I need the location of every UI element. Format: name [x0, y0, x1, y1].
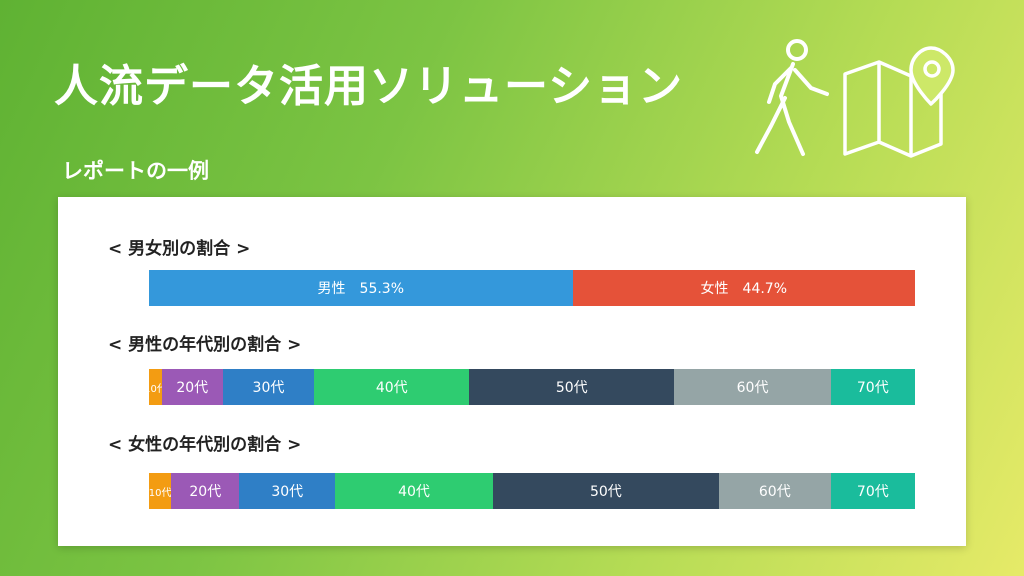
bar-segment-1-0: 10代 [149, 369, 163, 405]
segment-label: 60代 [736, 380, 769, 396]
segment-label: 男性 55.3% [317, 281, 405, 297]
segment-label: 30代 [252, 380, 285, 396]
bar-segment-2-2: 30代 [239, 473, 336, 509]
page-subtitle: レポートの一例 [62, 159, 209, 183]
bar-segment-2-3: 40代 [335, 473, 493, 509]
bar-segment-1-5: 60代 [674, 369, 831, 405]
segment-label: 50代 [555, 380, 588, 396]
bar-segment-0-0: 男性 55.3% [149, 270, 573, 306]
report-card: < 男女別の割合 > 男性 55.3% 女性 44.7% < 男性の年代別の割合 … [58, 197, 966, 546]
header-icons [745, 36, 995, 165]
segment-label: 20代 [176, 380, 209, 396]
bar-segment-1-6: 70代 [830, 369, 915, 405]
segment-label: 50代 [589, 484, 622, 500]
male-age-title: < 男性の年代別の割合 > [108, 335, 302, 355]
female-age-title: < 女性の年代別の割合 > [108, 435, 302, 455]
map-pin-icon [843, 46, 955, 158]
segment-label: 70代 [856, 484, 889, 500]
bar-segment-2-0: 10代 [149, 473, 172, 509]
female-age-bar: 10代 20代 30代 40代 50代 60代 70代 [149, 473, 915, 509]
segment-label: 30代 [271, 484, 304, 500]
gender-ratio-bar: 男性 55.3% 女性 44.7% [149, 270, 915, 306]
bar-segment-2-1: 20代 [171, 473, 240, 509]
segment-label: 女性 44.7% [700, 281, 788, 297]
bar-segment-1-2: 30代 [222, 369, 315, 405]
bar-segment-2-6: 70代 [830, 473, 915, 509]
segment-label: 10代 [149, 383, 163, 395]
segment-label: 10代 [149, 487, 172, 499]
bar-segment-1-4: 50代 [469, 369, 675, 405]
bar-segment-0-1: 女性 44.7% [572, 270, 915, 306]
bar-segment-2-5: 60代 [718, 473, 831, 509]
bar-segment-2-4: 50代 [492, 473, 719, 509]
segment-label: 40代 [375, 380, 408, 396]
bar-segment-1-3: 40代 [314, 369, 470, 405]
segment-label: 40代 [398, 484, 430, 500]
segment-label: 70代 [856, 380, 889, 396]
bar-segment-1-1: 20代 [162, 369, 223, 405]
gender-ratio-title: < 男女別の割合 > [108, 239, 251, 259]
walking-person-icon [755, 39, 829, 156]
segment-label: 20代 [189, 484, 222, 500]
segment-label: 60代 [758, 484, 791, 500]
page-title: 人流データ活用ソリューション [54, 61, 684, 112]
male-age-bar: 10代 20代 30代 40代 50代 60代 70代 [149, 369, 915, 405]
